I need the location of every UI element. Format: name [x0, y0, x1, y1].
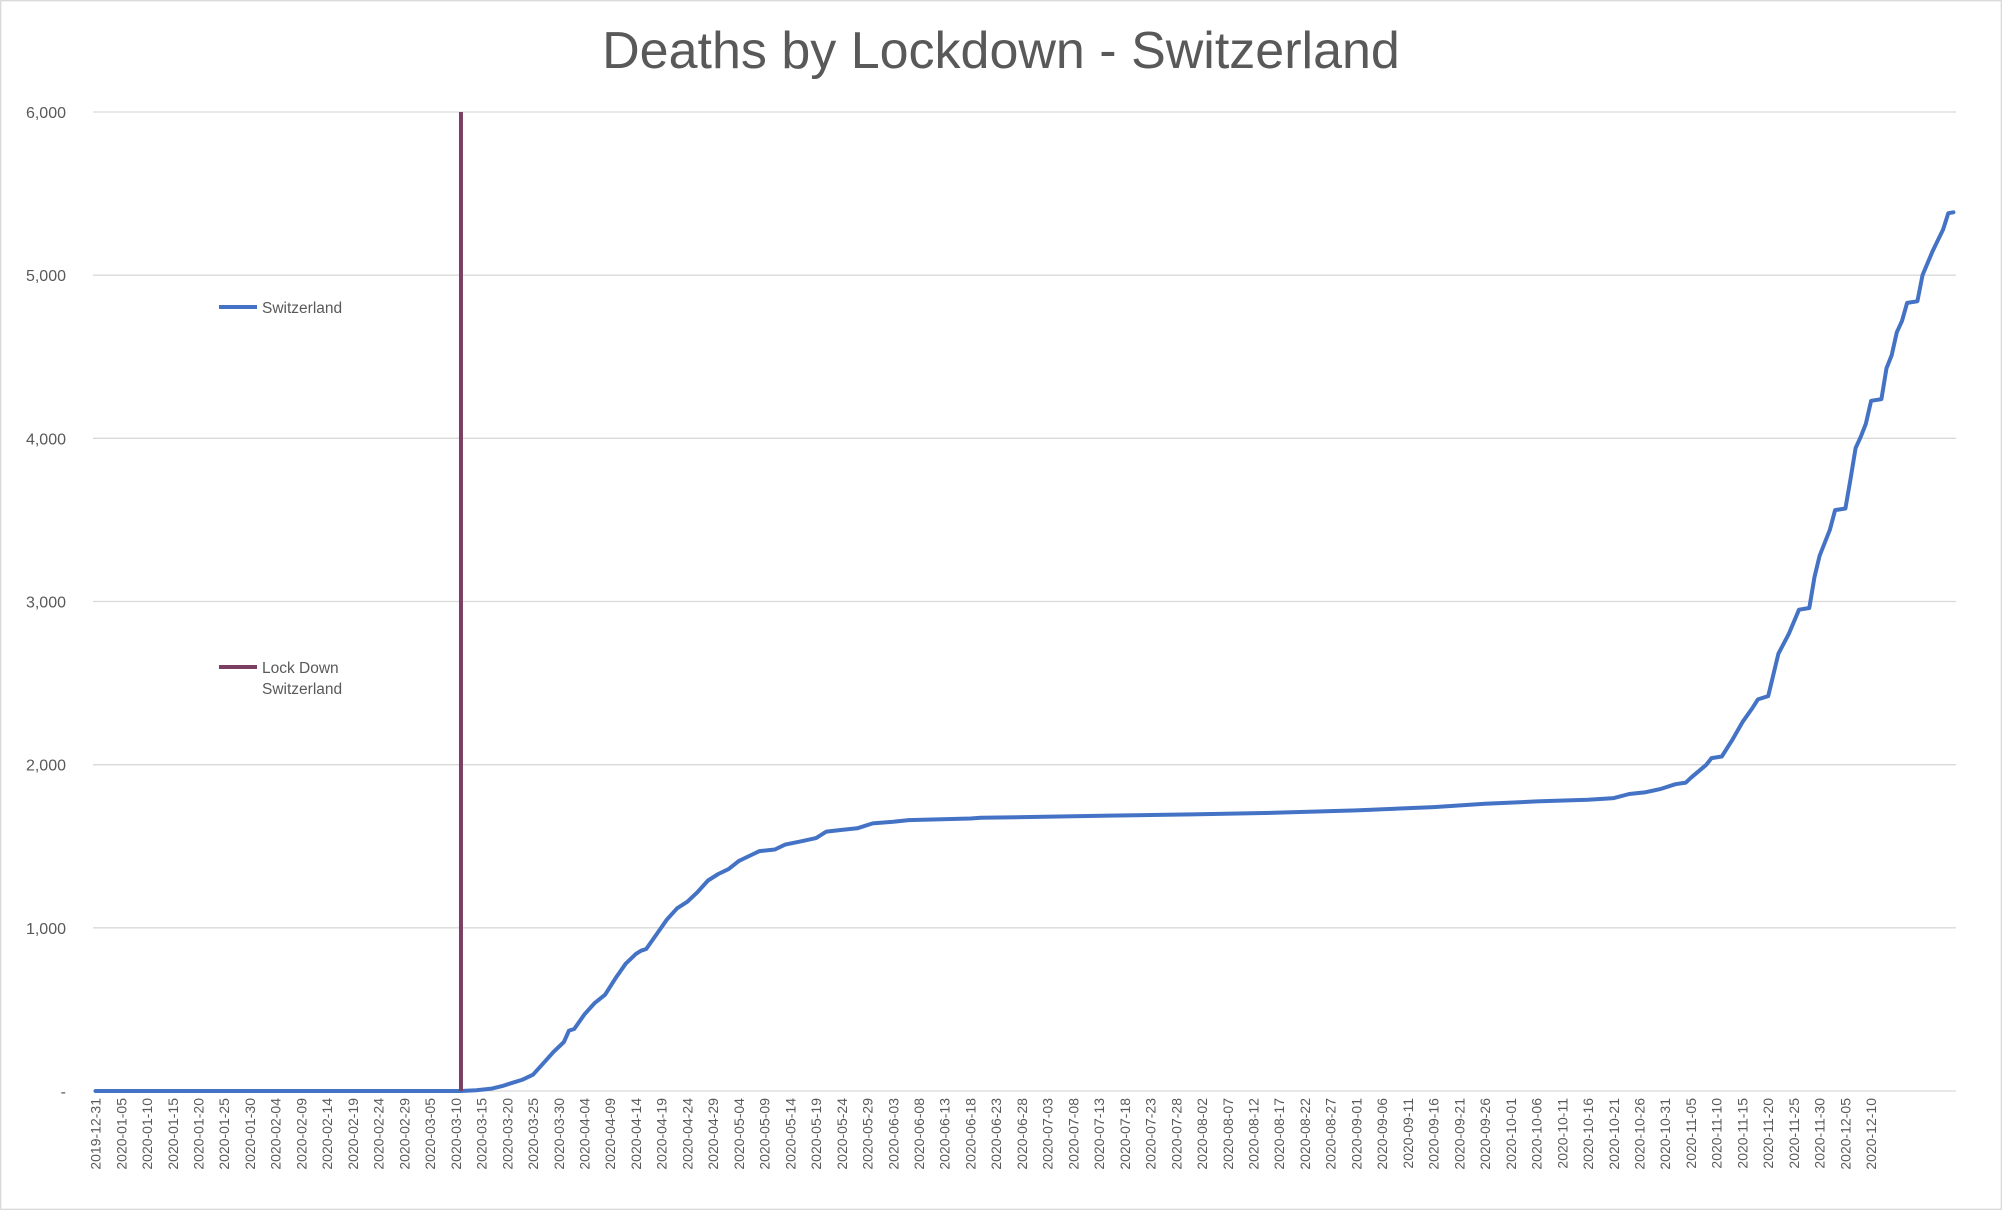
legend-label: Switzerland: [262, 681, 342, 698]
x-tick-label: 2020-09-11: [1400, 1098, 1416, 1169]
x-tick-label: 2020-10-11: [1554, 1098, 1570, 1169]
y-tick-label: 6,000: [26, 105, 66, 122]
x-tick-label: 2020-09-06: [1374, 1098, 1390, 1170]
y-tick-label: -: [61, 1084, 66, 1101]
x-tick-label: 2020-05-04: [731, 1098, 747, 1170]
x-tick-label: 2020-10-26: [1631, 1098, 1647, 1170]
x-tick-label: 2020-11-20: [1760, 1098, 1776, 1169]
x-tick-label: 2020-04-14: [628, 1098, 644, 1170]
x-tick-label: 2020-02-04: [268, 1098, 284, 1170]
y-tick-label: 3,000: [26, 595, 66, 612]
x-tick-label: 2020-08-02: [1194, 1098, 1210, 1170]
y-tick-label: 1,000: [26, 921, 66, 938]
x-tick-label: 2020-11-25: [1786, 1098, 1802, 1169]
x-tick-label: 2020-02-14: [319, 1098, 335, 1170]
x-tick-label: 2020-07-28: [1168, 1098, 1184, 1170]
x-tick-label: 2020-05-19: [808, 1098, 824, 1170]
x-tick-label: 2020-01-25: [216, 1098, 232, 1170]
x-tick-label: 2020-08-22: [1297, 1098, 1313, 1170]
x-tick-label: 2020-05-09: [757, 1098, 773, 1170]
legend: Switzerland Lock Down Switzerland: [219, 300, 342, 698]
x-tick-label: 2020-01-15: [165, 1098, 181, 1170]
x-tick-label: 2020-07-03: [1040, 1098, 1056, 1170]
x-tick-label: 2020-01-10: [139, 1098, 155, 1170]
series-layer: [93, 112, 1956, 1093]
x-tick-label: 2020-09-16: [1426, 1098, 1442, 1170]
x-tick-label: 2020-02-24: [371, 1098, 387, 1170]
x-tick-label: 2020-10-06: [1529, 1098, 1545, 1170]
x-tick-label: 2020-02-19: [345, 1098, 361, 1170]
x-tick-label: 2020-10-31: [1657, 1098, 1673, 1170]
x-tick-label: 2020-05-24: [834, 1098, 850, 1170]
x-tick-label: 2020-06-08: [911, 1098, 927, 1170]
x-tick-label: 2020-11-10: [1709, 1098, 1725, 1169]
x-tick-label: 2020-11-15: [1734, 1098, 1750, 1169]
x-tick-label: 2020-08-12: [1246, 1098, 1262, 1170]
x-tick-label: 2020-06-13: [937, 1098, 953, 1170]
legend-label: Switzerland: [262, 300, 342, 317]
x-tick-label: 2020-02-29: [396, 1098, 412, 1170]
x-tick-label: 2020-10-01: [1503, 1098, 1519, 1170]
x-tick-label: 2020-08-17: [1271, 1098, 1287, 1170]
y-tick-label: 2,000: [26, 758, 66, 775]
x-tick-label: 2020-03-20: [499, 1098, 515, 1170]
y-tick-label: 4,000: [26, 431, 66, 448]
x-tick-label: 2020-11-30: [1812, 1098, 1828, 1169]
x-tick-label: 2020-02-09: [293, 1098, 309, 1170]
x-tick-label: 2020-04-19: [654, 1098, 670, 1170]
x-tick-label: 2020-03-10: [448, 1098, 464, 1170]
y-axis-ticks: - 1,000 2,000 3,000 4,000 5,000 6,000: [26, 105, 66, 1101]
x-tick-label: 2020-12-05: [1837, 1098, 1853, 1170]
switzerland-deaths-line: [93, 210, 1956, 1093]
x-tick-label: 2020-06-18: [962, 1098, 978, 1170]
y-tick-label: 5,000: [26, 268, 66, 285]
x-tick-label: 2020-03-25: [525, 1098, 541, 1170]
legend-label: Lock Down: [262, 660, 339, 677]
x-tick-label: 2020-11-05: [1683, 1098, 1699, 1169]
x-tick-label: 2020-06-03: [885, 1098, 901, 1170]
x-tick-label: 2020-08-07: [1220, 1098, 1236, 1170]
x-tick-label: 2019-12-31: [88, 1098, 104, 1170]
x-tick-label: 2020-06-23: [988, 1098, 1004, 1170]
x-tick-label: 2020-09-26: [1477, 1098, 1493, 1170]
x-tick-label: 2020-10-21: [1606, 1098, 1622, 1170]
x-tick-label: 2020-04-04: [576, 1098, 592, 1170]
x-tick-label: 2020-09-01: [1348, 1098, 1364, 1170]
x-tick-label: 2020-08-27: [1323, 1098, 1339, 1170]
x-tick-label: 2020-06-28: [1014, 1098, 1030, 1170]
x-tick-label: 2020-09-21: [1451, 1098, 1467, 1170]
x-tick-label: 2020-01-30: [242, 1098, 258, 1170]
x-tick-label: 2020-07-23: [1143, 1098, 1159, 1170]
x-tick-label: 2020-10-16: [1580, 1098, 1596, 1170]
x-tick-label: 2020-12-10: [1863, 1098, 1879, 1170]
x-tick-label: 2020-03-15: [474, 1098, 490, 1170]
x-tick-label: 2020-01-20: [191, 1098, 207, 1170]
x-tick-label: 2020-05-29: [860, 1098, 876, 1170]
x-tick-label: 2020-07-08: [1065, 1098, 1081, 1170]
gridlines: [93, 111, 1956, 1092]
x-tick-label: 2020-07-18: [1117, 1098, 1133, 1170]
x-tick-label: 2020-04-09: [602, 1098, 618, 1170]
x-tick-label: 2020-07-13: [1091, 1098, 1107, 1170]
x-tick-label: 2020-05-14: [782, 1098, 798, 1170]
x-tick-label: 2020-03-05: [422, 1098, 438, 1170]
x-tick-label: 2020-01-05: [113, 1098, 129, 1170]
x-tick-label: 2020-04-24: [679, 1098, 695, 1170]
chart-title: Deaths by Lockdown - Switzerland: [602, 22, 1400, 80]
x-tick-label: 2020-03-30: [551, 1098, 567, 1170]
x-tick-label: 2020-04-29: [705, 1098, 721, 1170]
x-axis-ticks: 2019-12-31 2020-01-05 2020-01-10 2020-01-15…: [88, 1098, 1880, 1170]
